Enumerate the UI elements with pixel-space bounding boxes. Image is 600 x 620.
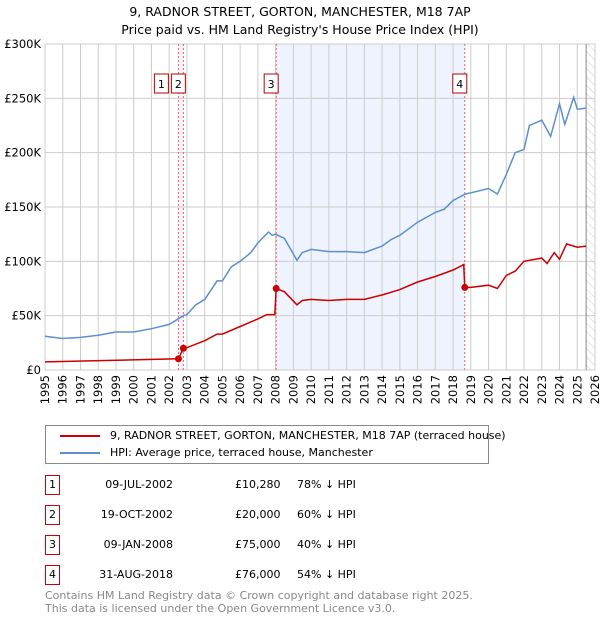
x-tick-label: 2025 xyxy=(570,375,584,404)
footer: Contains HM Land Registry data © Crown c… xyxy=(45,589,473,615)
x-tick-label: 2001 xyxy=(144,375,158,404)
legend-item-hpi: HPI: Average price, terraced house, Manc… xyxy=(60,446,373,459)
sale-price: £20,000 xyxy=(235,508,281,521)
property-line xyxy=(44,242,587,363)
x-tick-label: 2024 xyxy=(553,375,567,404)
sale-label-box xyxy=(263,73,279,94)
sale-point xyxy=(461,283,469,291)
sale-row: 2 19-OCT-2002 £20,000 60% ↓ HPI xyxy=(45,505,445,525)
price-chart: 1995 1996 1997 1998 1999 2000 2001 2002 2003 2004… xyxy=(4,37,600,404)
sale-label-text: 2 xyxy=(175,78,182,91)
footer-line-1: Contains HM Land Registry data © Crown c… xyxy=(45,589,473,602)
chart-title: 9, RADNOR STREET, GORTON, MANCHESTER, M1… xyxy=(129,4,471,19)
x-tick-label: 2002 xyxy=(162,375,176,404)
legend: 9, RADNOR STREET, GORTON, MANCHESTER, M1… xyxy=(45,425,506,464)
sale-point xyxy=(272,285,280,292)
y-tick-label: £150K xyxy=(4,200,41,214)
sale-number: 1 xyxy=(45,475,60,495)
x-tick-label: 1995 xyxy=(38,375,52,404)
y-tick-label: £250K xyxy=(4,91,41,105)
y-tick-label: £200K xyxy=(4,146,41,160)
sale-point xyxy=(179,344,187,352)
x-tick-label: 2003 xyxy=(180,375,194,404)
y-tick-label: £100K xyxy=(4,254,41,268)
x-tick-label: 2015 xyxy=(393,375,407,404)
sale-hpi-diff: 54% ↓ HPI xyxy=(297,568,356,581)
sale-price: £76,000 xyxy=(235,568,281,581)
x-tick-label: 2008 xyxy=(269,375,283,404)
x-tick-label: 2005 xyxy=(215,375,229,404)
sale-label-text: 1 xyxy=(158,78,165,91)
x-tick-label: 2006 xyxy=(233,375,247,404)
x-tick-label: 2019 xyxy=(464,375,478,404)
x-tick-label: 2026 xyxy=(588,375,600,404)
x-tick-label: 2013 xyxy=(357,375,371,404)
sale-label-2: 2 xyxy=(170,73,186,94)
x-tick-label: 1999 xyxy=(109,375,123,404)
sale-row: 4 31-AUG-2018 £76,000 54% ↓ HPI xyxy=(45,565,445,585)
x-tick-label: 2016 xyxy=(411,375,425,404)
sale-row: 1 09-JUL-2002 £10,280 78% ↓ HPI xyxy=(45,475,445,495)
x-tick-label: 2010 xyxy=(304,375,318,404)
sale-hpi-diff: 60% ↓ HPI xyxy=(297,508,356,521)
sale-price: £75,000 xyxy=(235,538,281,551)
x-tick-label: 2000 xyxy=(127,375,141,404)
sale-price: £10,280 xyxy=(235,478,281,491)
x-tick-label: 1996 xyxy=(56,375,70,404)
x-tick-label: 2012 xyxy=(340,375,354,404)
legend-label-hpi: HPI: Average price, terraced house, Manc… xyxy=(110,446,373,459)
sale-label-3: 3 xyxy=(263,73,279,94)
sale-date: 09-JAN-2008 xyxy=(103,538,173,551)
sale-number: 2 xyxy=(45,505,60,525)
sale-date: 19-OCT-2002 xyxy=(100,508,173,521)
x-tick-label: 2018 xyxy=(446,375,460,404)
legend-label-property: 9, RADNOR STREET, GORTON, MANCHESTER, M1… xyxy=(110,429,506,442)
sale-label-text: 4 xyxy=(456,78,463,91)
chart-subtitle: Price paid vs. HM Land Registry's House … xyxy=(121,22,479,37)
footer-line-2: This data is licensed under the Open Gov… xyxy=(45,602,396,615)
x-tick-label: 2011 xyxy=(322,375,336,404)
x-tick-label: 2023 xyxy=(535,375,549,404)
sale-date: 31-AUG-2018 xyxy=(99,568,173,581)
legend-swatch-hpi xyxy=(60,451,100,454)
sale-label-box xyxy=(170,73,186,94)
legend-item-property: 9, RADNOR STREET, GORTON, MANCHESTER, M1… xyxy=(60,429,506,442)
x-tick-label: 1997 xyxy=(73,375,87,404)
sale-date: 09-JUL-2002 xyxy=(105,478,173,491)
legend-swatch-property xyxy=(60,434,100,437)
x-tick-label: 2014 xyxy=(375,375,389,404)
sale-hpi-diff: 40% ↓ HPI xyxy=(297,538,356,551)
x-tick-label: 2022 xyxy=(517,375,531,404)
y-tick-label: £300K xyxy=(4,37,41,51)
sale-number: 4 xyxy=(45,565,60,585)
sale-hpi-diff: 78% ↓ HPI xyxy=(297,478,356,491)
hpi-line xyxy=(44,94,587,340)
sale-label-box xyxy=(452,73,468,94)
y-tick-label: £50K xyxy=(12,309,42,323)
sale-point xyxy=(174,355,182,363)
plot-border xyxy=(44,43,596,371)
y-tick-label: £0 xyxy=(26,363,41,377)
x-tick-label: 2020 xyxy=(482,375,496,404)
sale-label-box xyxy=(153,73,169,94)
x-tick-label: 2017 xyxy=(428,375,442,404)
sale-label-4: 4 xyxy=(452,73,468,94)
x-tick-label: 2021 xyxy=(499,375,513,404)
x-tick-label: 2007 xyxy=(251,375,265,404)
sale-label-1: 1 xyxy=(153,73,169,94)
sale-number: 3 xyxy=(45,535,60,555)
x-tick-label: 2004 xyxy=(198,375,212,404)
sale-label-text: 3 xyxy=(268,78,275,91)
x-tick-label: 2009 xyxy=(286,375,300,404)
x-tick-label: 1998 xyxy=(91,375,105,404)
sale-row: 3 09-JAN-2008 £75,000 40% ↓ HPI xyxy=(45,535,445,555)
